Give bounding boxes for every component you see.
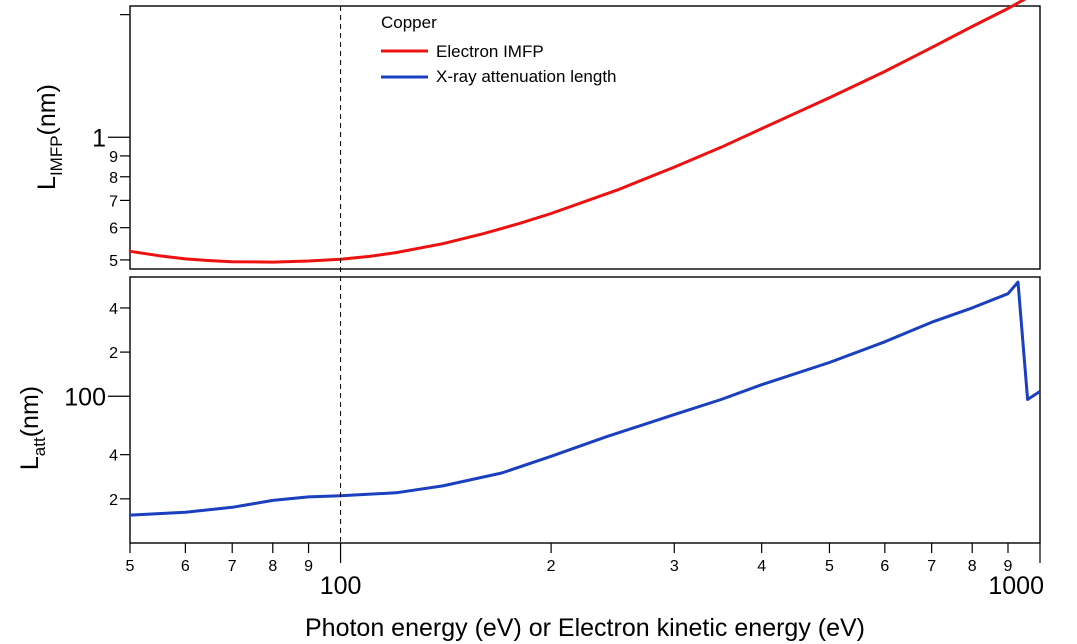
top-panel: 5 6 7 8 91 LIMFP(nm) Copper Electron IMFP X-… [33,0,1041,270]
top-y-label-unit: (nm) [33,84,61,135]
legend-label-xray-attenuation: X-ray attenuation length [436,67,617,86]
bottom-y-tick-label: 2 [109,492,118,509]
legend-title: Copper [381,13,437,32]
x-tick-label: 6 [181,558,190,575]
x-tick-label: 6 [880,558,889,575]
x-tick-label: 7 [927,558,936,575]
x-tick-label: 9 [1004,558,1013,575]
top-y-ticks: 5 6 7 8 91 [92,14,130,270]
top-y-tick-label: 7 [109,193,118,210]
top-y-tick-label: 6 [109,221,118,238]
bottom-y-label-unit: (nm) [16,386,44,437]
top-panel-frame [129,5,1041,270]
top-y-label-sub: IMFP [47,135,66,176]
top-y-tick-label: 1 [92,124,106,152]
legend-label-electron-imfp: Electron IMFP [436,42,544,61]
x-tick-label: 7 [228,558,237,575]
bottom-y-tick-label: 2 [109,345,118,362]
bottom-y-tick-label: 4 [109,301,118,318]
bottom-y-tick-label: 100 [64,383,106,411]
bottom-y-axis-label: Latt(nm) [16,386,49,470]
top-series [129,0,1027,264]
bottom-panel: 2 4 100 2 4 Latt(nm) [16,276,1041,544]
top-y-label-main: L [33,176,61,190]
x-tick-label: 9 [304,558,313,575]
x-tick-label: 5 [825,558,834,575]
top-y-tick-label: 9 [109,149,118,166]
series-line-x-ray-attenuation-length [129,280,1041,517]
x-tick-label: 5 [126,558,135,575]
top-y-tick-label: 5 [109,253,118,270]
x-tick-label: 8 [968,558,977,575]
x-tick-label: 100 [320,572,362,600]
series-line-electron-imfp [129,0,1027,264]
x-tick-label: 8 [268,558,277,575]
legend: Copper Electron IMFP X-ray attenuation l… [381,13,617,86]
x-tick-label: 1000 [988,572,1044,600]
bottom-y-tick-label: 4 [109,448,118,465]
bottom-y-label-main: L [16,456,44,470]
x-tick-label: 2 [547,558,556,575]
x-axis-label: Photon energy (eV) or Electron kinetic e… [305,614,865,642]
bottom-y-label-sub: att [30,437,49,456]
top-y-tick-label: 8 [109,170,118,187]
bottom-panel-frame [129,276,1041,544]
x-tick-label: 4 [757,558,766,575]
bottom-y-ticks: 2 4 100 2 4 [64,301,130,509]
top-y-axis-label: LIMFP(nm) [33,84,66,190]
bottom-series [129,280,1041,517]
x-tick-label: 3 [670,558,679,575]
